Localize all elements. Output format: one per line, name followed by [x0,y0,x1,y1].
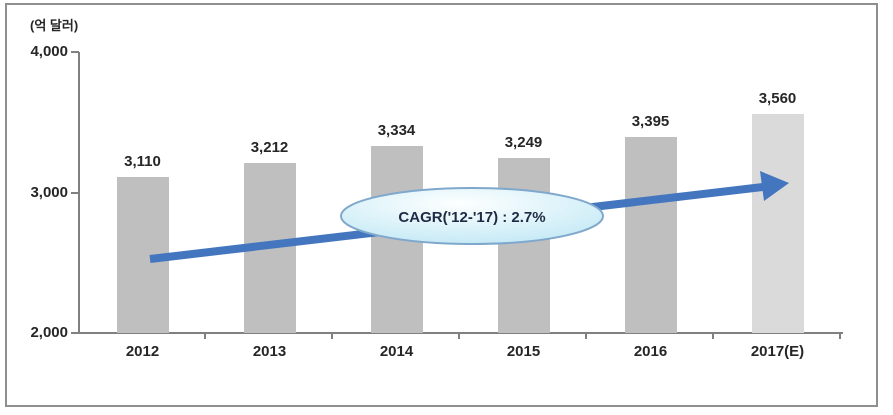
x-category-label: 2014 [379,343,414,360]
bar-value-label: 3,560 [758,89,797,107]
bar-value-label: 3,249 [504,133,543,151]
bar-2015 [497,157,550,333]
y-tick-mark [71,191,79,194]
bar-value-label: 3,212 [250,138,289,156]
x-category-label: 2013 [252,343,287,360]
x-category-label: 2017(E) [750,343,805,360]
bar-2016 [624,137,677,333]
bar-2017(E) [751,113,804,333]
bar-value-label: 3,395 [631,113,670,130]
x-axis-line [78,332,843,334]
y-tick-label: 4,000 [30,43,68,60]
y-tick-label: 3,000 [30,183,68,201]
bar-2012 [116,177,169,333]
x-category-label: 2012 [125,343,160,360]
bar-2014 [370,145,423,333]
x-category-label: 2016 [633,343,668,360]
x-category-label: 2015 [506,343,541,360]
y-tick-mark [71,332,79,334]
bar-value-label: 3,110 [124,153,161,171]
y-tick-mark [71,51,79,53]
x-tick-mark [458,333,460,339]
bar-value-label: 3,334 [377,121,416,139]
y-axis-unit-label: (억 달러) [30,18,79,33]
x-tick-mark [204,333,206,339]
x-tick-mark [839,333,841,339]
bar-2013 [243,162,296,333]
y-axis-line [78,52,80,333]
x-tick-mark [585,333,587,339]
x-tick-mark [331,333,333,339]
x-tick-mark [712,333,714,339]
y-tick-label: 2,000 [30,324,68,341]
